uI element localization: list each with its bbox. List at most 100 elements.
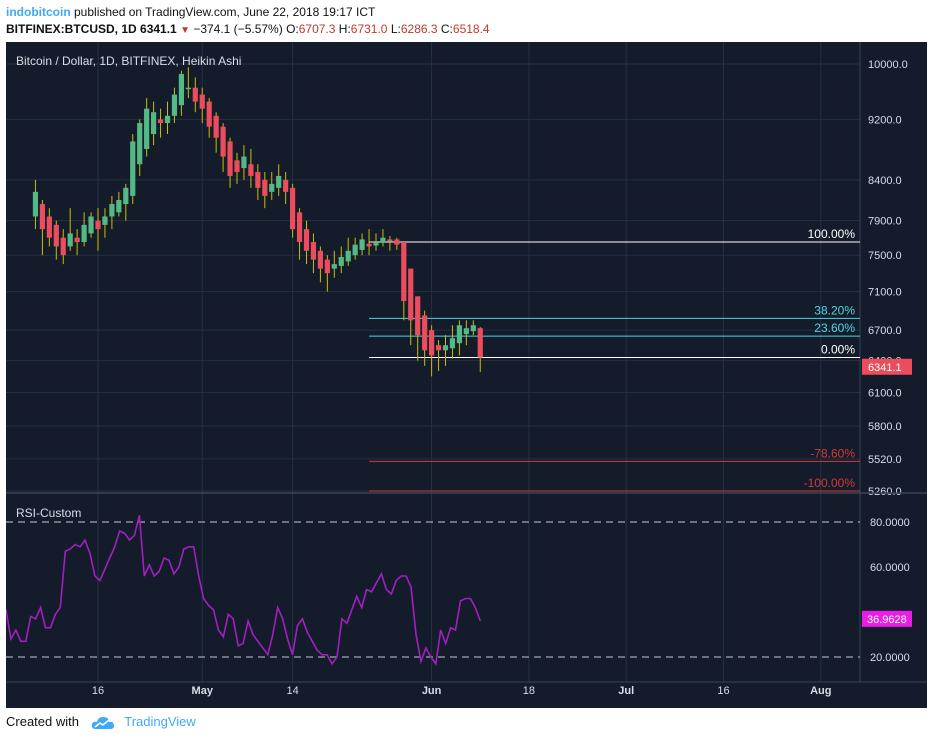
fib-label: 38.20% xyxy=(814,303,855,317)
candle-body xyxy=(130,141,136,196)
rsi-line xyxy=(6,515,482,666)
published-text: published on TradingView.com, June 22, 2… xyxy=(74,5,376,19)
candle-body xyxy=(429,330,435,356)
time-tick-label: 16 xyxy=(717,685,729,697)
candle-body xyxy=(303,229,310,251)
price-tick-label: 5520.0 xyxy=(868,454,902,466)
rsi-tick-label: 80.0000 xyxy=(870,517,910,529)
tradingview-cloud-icon xyxy=(91,716,114,729)
close-value: 6518.4 xyxy=(452,22,490,36)
candle-body xyxy=(178,74,184,106)
time-tick-label: May xyxy=(192,685,214,697)
candle-body xyxy=(144,108,150,149)
candle-body xyxy=(137,123,143,165)
candle-body xyxy=(449,338,456,349)
rsi-value-label: 36.9628 xyxy=(867,614,907,626)
open-label: O: xyxy=(286,22,299,36)
candle-body xyxy=(283,179,289,192)
price-tick-label: 5800.0 xyxy=(868,421,902,433)
symbol-line: BITFINEX:BTCUSD, 1D 6341.1 ▼ −374.1 (−5.… xyxy=(6,22,490,36)
candle-body xyxy=(345,250,351,262)
candle-body xyxy=(276,175,282,188)
candle-body xyxy=(157,119,164,124)
time-tick-label: Aug xyxy=(810,685,831,697)
last-price-badge xyxy=(862,358,912,375)
candle-body xyxy=(310,242,317,260)
open-value: 6707.3 xyxy=(298,22,336,36)
last-price: 6341.1 xyxy=(140,22,177,36)
time-tick-label: Jun xyxy=(422,685,442,697)
low-label: L: xyxy=(390,22,401,36)
candle-body xyxy=(46,216,52,238)
candle-body xyxy=(477,328,483,358)
time-tick-label: 16 xyxy=(92,685,104,697)
price-tick-label: 7900.0 xyxy=(868,216,902,228)
candle-body xyxy=(192,87,198,102)
rsi-title: RSI-Custom xyxy=(16,506,82,520)
candle-body xyxy=(241,156,247,169)
candle-body xyxy=(74,237,80,243)
candle-body xyxy=(394,239,400,245)
price-tick-label: 8400.0 xyxy=(868,175,902,187)
candle-body xyxy=(331,264,337,269)
candle-body xyxy=(366,243,372,247)
price-tick-label: 9200.0 xyxy=(868,114,902,126)
price-tick-label: 6700.0 xyxy=(868,325,902,337)
last-price-label: 6341.1 xyxy=(868,362,902,374)
candle-body xyxy=(415,296,421,336)
tradingview-brand[interactable]: TradingView xyxy=(124,714,196,729)
chart-title: Bitcoin / Dollar, 1D, BITFINEX, Heikin A… xyxy=(16,54,242,68)
candle-body xyxy=(463,328,469,335)
candle-body xyxy=(199,94,205,109)
low-value: 6286.3 xyxy=(400,22,438,36)
fib-label: -100.00% xyxy=(804,476,856,490)
candle-body xyxy=(380,237,386,243)
author-name[interactable]: indobitcoin xyxy=(6,5,71,19)
price-tick-label: 10000.0 xyxy=(868,59,908,71)
price-change: −374.1 (−5.57%) xyxy=(193,22,283,36)
candle-body xyxy=(39,204,45,230)
candle-body xyxy=(317,250,323,269)
candle-body xyxy=(352,244,358,256)
candle-body xyxy=(373,242,379,246)
candle-body xyxy=(213,115,219,138)
symbol-label: BITFINEX:BTCUSD, 1D xyxy=(6,22,137,36)
candle-body xyxy=(67,233,73,247)
candle-body xyxy=(269,183,275,192)
candle-body xyxy=(109,204,115,217)
price-tick-label: 7100.0 xyxy=(868,287,902,299)
candle-body xyxy=(151,112,157,135)
candle-body xyxy=(422,315,428,351)
candle-body xyxy=(81,224,87,243)
price-chart[interactable]: 10000.0 9200.0 8400.0 7900.0 7500.0 7100.0 670… xyxy=(6,42,927,708)
publish-line: indobitcoin published on TradingView.com… xyxy=(6,5,375,19)
rsi-tick-label: 60.0000 xyxy=(870,562,910,574)
candle-body xyxy=(456,325,462,344)
candle-body xyxy=(324,259,330,274)
candle-body xyxy=(164,115,171,124)
candle-body xyxy=(408,268,414,321)
candle-body xyxy=(53,224,59,247)
price-tick-label: 5260.0 xyxy=(868,486,902,498)
candle-body xyxy=(95,220,101,230)
candle-body xyxy=(206,101,212,127)
footer: Created with TradingView xyxy=(6,714,196,730)
candle-body xyxy=(290,187,296,230)
candle-body xyxy=(234,160,240,173)
close-label: C: xyxy=(440,22,453,36)
candle-body xyxy=(442,345,449,351)
rsi-tick-label: 20.0000 xyxy=(870,652,910,664)
candle-body xyxy=(296,212,303,243)
candle-body xyxy=(116,199,122,213)
candle-body xyxy=(185,87,191,90)
candle-body xyxy=(102,216,108,225)
candle-body xyxy=(32,191,39,217)
candle-body xyxy=(227,141,233,176)
candle-body xyxy=(255,172,261,188)
created-with-text: Created with xyxy=(6,714,79,729)
candle-body xyxy=(359,239,365,250)
fib-label: 0.00% xyxy=(821,343,855,357)
candle-body xyxy=(220,126,226,157)
candle-body xyxy=(171,94,178,116)
time-tick-label: Jul xyxy=(618,685,634,697)
